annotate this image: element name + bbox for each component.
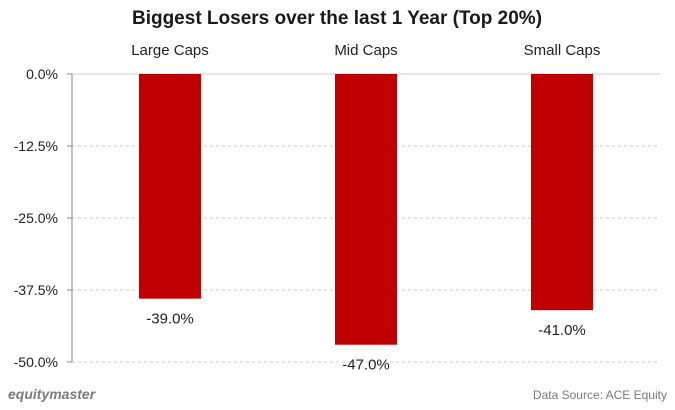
bar-large-caps — [139, 74, 201, 299]
data-label: -39.0% — [146, 311, 194, 328]
data-source-note: Data Source: ACE Equity — [533, 388, 667, 402]
chart-title: Biggest Losers over the last 1 Year (Top… — [132, 8, 542, 29]
y-tick-label: -37.5% — [14, 282, 58, 298]
data-label: -41.0% — [538, 322, 586, 339]
y-tick-label: 0.0% — [26, 66, 58, 82]
y-tick-label: -50.0% — [14, 354, 58, 370]
y-axis: 0.0% -12.5% -25.0% -37.5% -50.0% — [14, 66, 73, 370]
category-labels: Large Caps Mid Caps Small Caps — [131, 42, 600, 59]
y-tick-label: -25.0% — [14, 210, 58, 226]
data-labels: -39.0% -47.0% -41.0% — [146, 311, 586, 374]
bar-mid-caps — [335, 74, 397, 345]
brand-logo: equitymaster — [8, 386, 97, 402]
data-label: -47.0% — [342, 357, 390, 374]
category-label: Mid Caps — [334, 42, 397, 59]
category-label: Small Caps — [524, 42, 601, 59]
y-tick-label: -12.5% — [14, 138, 58, 154]
category-label: Large Caps — [131, 42, 209, 59]
bar-small-caps — [531, 74, 593, 311]
bars — [139, 74, 593, 345]
